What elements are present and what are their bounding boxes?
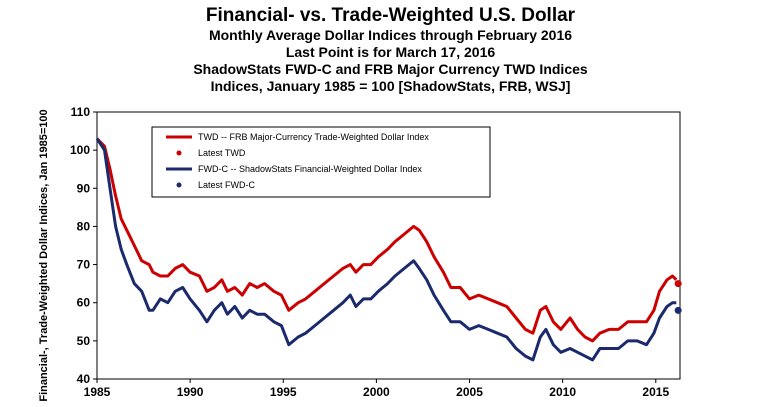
x-tick-label: 2005: [456, 385, 483, 399]
legend-dot-swatch: [176, 150, 182, 156]
y-tick-label: 110: [71, 105, 91, 119]
chart-subtitle-2: Last Point is for March 17, 2016: [285, 44, 496, 60]
legend-box: [151, 126, 491, 198]
legend-entry-label: TWD -- FRB Major-Currency Trade-Weighted…: [198, 132, 429, 142]
series-line-0: [95, 137, 678, 343]
x-tick-label: 1995: [270, 385, 297, 399]
series-line-1: [95, 137, 677, 362]
y-tick-label: 90: [77, 181, 91, 195]
latest-point-0: [674, 280, 682, 288]
y-tick-label: 70: [77, 258, 91, 272]
chart-subtitle-3: ShadowStats FWD-C and FRB Major Currency…: [193, 61, 588, 77]
y-tick-label: 60: [77, 296, 91, 310]
chart-titles: Financial- vs. Trade-Weighted U.S. Dolla…: [0, 0, 781, 95]
x-tick-label: 2010: [549, 385, 576, 399]
x-tick-label: 1985: [84, 385, 111, 399]
y-tick-label: 80: [77, 219, 91, 233]
y-axis-title: Financial-, Trade-Weighted Dollar Indice…: [38, 109, 50, 401]
x-tick-label: 2000: [363, 385, 390, 399]
x-tick-label: 2015: [642, 385, 669, 399]
legend-dot-swatch: [176, 182, 182, 188]
y-tick-label: 40: [77, 372, 91, 386]
latest-point-1: [674, 306, 682, 314]
y-tick-label: 50: [77, 334, 91, 348]
x-tick-label: 1990: [177, 385, 204, 399]
legend-entry-label: Latest TWD: [198, 148, 246, 158]
chart-title: Financial- vs. Trade-Weighted U.S. Dolla…: [205, 5, 576, 26]
chart-subtitle-1: Monthly Average Dollar Indices through F…: [208, 27, 573, 43]
legend-entry-label: Latest FWD-C: [198, 180, 256, 190]
plot-area-border: [96, 111, 681, 380]
y-tick-label: 100: [70, 143, 90, 157]
chart-subtitle-4: Indices, January 1985 = 100 [ShadowStats…: [210, 78, 571, 94]
legend-entry-label: FWD-C -- ShadowStats Financial-Weighted …: [198, 164, 422, 174]
